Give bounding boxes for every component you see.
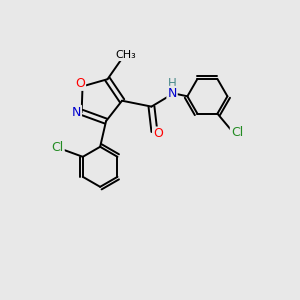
Text: CH₃: CH₃ bbox=[115, 50, 136, 60]
Text: O: O bbox=[75, 77, 85, 90]
Text: Cl: Cl bbox=[52, 141, 64, 154]
Text: Cl: Cl bbox=[231, 126, 243, 140]
Text: O: O bbox=[153, 128, 163, 140]
Text: H: H bbox=[168, 77, 176, 90]
Text: N: N bbox=[72, 106, 81, 119]
Text: N: N bbox=[167, 87, 177, 100]
